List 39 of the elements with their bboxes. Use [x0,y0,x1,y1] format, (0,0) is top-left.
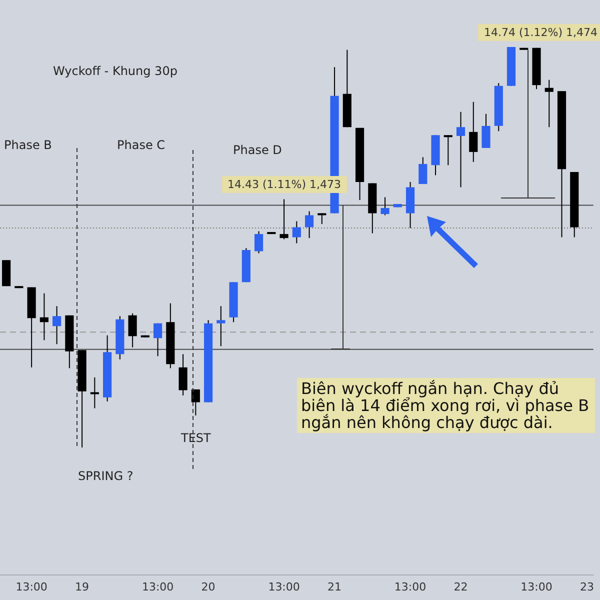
candlestick [380,196,390,216]
candlestick [456,111,466,188]
annotation: Phase D [233,143,282,157]
candlestick [318,212,326,225]
candlestick [40,292,48,341]
candlestick [90,376,99,409]
annotation: Phase B [4,138,52,152]
candlestick [216,306,226,347]
annotation: 14.74 (1.12%) 1,474 [478,24,600,42]
x-tick-label: 23 [580,580,594,594]
x-tick-label: 21 [328,580,342,594]
x-tick-label: 13:00 [142,580,174,594]
candlestick [444,134,452,166]
text: SPRING ? [78,469,134,483]
x-tick-label: 13:00 [394,580,426,594]
candlestick [469,101,478,162]
x-tick-label: 13:00 [268,580,300,594]
candlestick [154,322,162,357]
candlestick [418,156,428,184]
annotation: Phase C [117,138,166,152]
x-tick-label: 13:00 [520,580,552,594]
x-tick-label: 13:00 [16,580,48,594]
annotation: 14.43 (1.11%) 1,473 [222,176,348,194]
annotation: TEST [181,431,211,445]
candlestick [191,388,200,416]
candlestick [254,230,264,254]
candlestick [128,312,137,348]
x-tick-label: 22 [454,580,468,594]
candlestick [178,354,188,396]
candlestick [52,306,62,345]
candlestick [544,79,554,128]
candlestick [292,220,301,244]
candlestick [280,198,288,240]
candlestick [482,113,490,148]
x-tick-label: 20 [201,580,216,594]
candlestick [304,210,314,239]
text: Wyckoff - Khung 30p [53,64,178,78]
annotation: Biên wyckoff ngắn hạn. Chạy đủ biên là 14 điểm xong rơi, vì phase B ngắn nên không chạy được dài. [297,378,595,433]
x-tick-label: 19 [75,580,90,594]
